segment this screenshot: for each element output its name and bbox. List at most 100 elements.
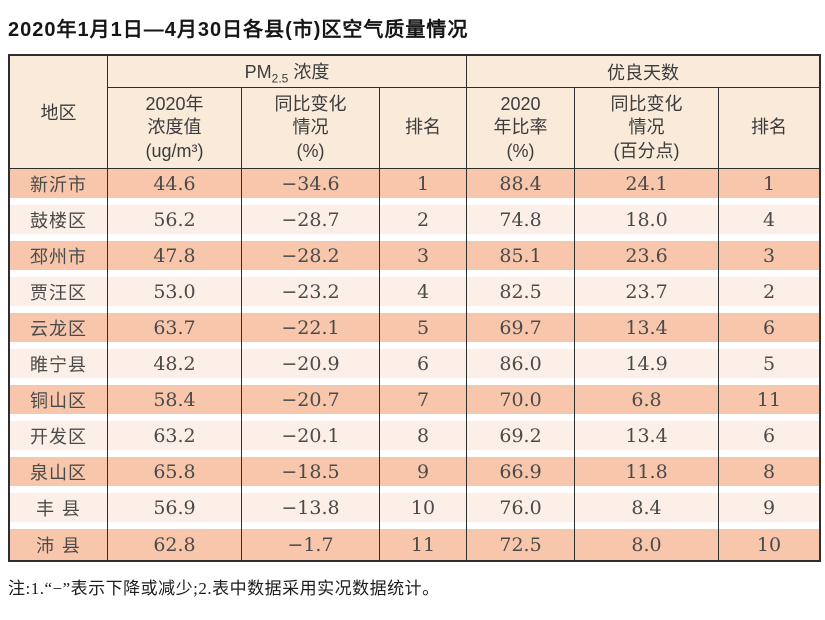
cell-pm-value: 63.2 [108, 421, 242, 457]
page-title: 2020年1月1日—4月30日各县(市)区空气质量情况 [8, 19, 469, 41]
cell-gd-rank: 6 [719, 313, 820, 349]
cell-pm-value: 56.9 [108, 493, 242, 529]
cell-gd-change: 13.4 [575, 313, 720, 349]
cell-gd-rank: 4 [719, 205, 820, 241]
header-good-days-group: 优良天数 [467, 56, 820, 88]
cell-pm-rank: 9 [380, 457, 468, 493]
cell-pm-rank: 7 [380, 385, 468, 421]
cell-pm-rank: 1 [380, 169, 468, 205]
table-row: 云龙区 63.7 −22.1 5 69.7 13.4 6 [10, 313, 820, 349]
cell-gd-rank: 3 [719, 241, 820, 277]
cell-gd-rate: 85.1 [467, 241, 576, 277]
cell-pm-change: −20.9 [242, 349, 380, 385]
cell-pm-value: 53.0 [108, 277, 242, 313]
cell-gd-change: 11.8 [575, 457, 720, 493]
cell-gd-change: 6.8 [575, 385, 720, 421]
cell-gd-rank: 2 [719, 277, 820, 313]
header-pm25-value: 2020年 浓度值 (ug/m³) [108, 88, 242, 169]
cell-pm-value: 47.8 [108, 241, 242, 277]
table-row: 邳州市 47.8 −28.2 3 85.1 23.6 3 [10, 241, 820, 277]
header-pm25-change: 同比变化 情况 (%) [242, 88, 380, 169]
header-pm25-rank: 排名 [380, 88, 468, 169]
table-row: 铜山区 58.4 −20.7 7 70.0 6.8 11 [10, 385, 820, 421]
pm25-label-prefix: PM [244, 61, 272, 82]
cell-pm-change: −1.7 [242, 529, 380, 560]
cell-pm-change: −20.1 [242, 421, 380, 457]
cell-gd-rate: 69.2 [467, 421, 576, 457]
table-row: 沛 县 62.8 −1.7 11 72.5 8.0 10 [10, 529, 820, 560]
cell-gd-rank: 6 [719, 421, 820, 457]
table-row: 贾汪区 53.0 −23.2 4 82.5 23.7 2 [10, 277, 820, 313]
cell-pm-change: −28.7 [242, 205, 380, 241]
cell-pm-rank: 3 [380, 241, 468, 277]
cell-gd-change: 18.0 [575, 205, 720, 241]
cell-gd-change: 8.0 [575, 529, 720, 560]
cell-gd-rank: 5 [719, 349, 820, 385]
cell-pm-change: −22.1 [242, 313, 380, 349]
cell-pm-value: 63.7 [108, 313, 242, 349]
cell-gd-rank: 1 [719, 169, 820, 205]
cell-pm-value: 48.2 [108, 349, 242, 385]
cell-gd-rank: 9 [719, 493, 820, 529]
cell-pm-value: 65.8 [108, 457, 242, 493]
cell-gd-change: 8.4 [575, 493, 720, 529]
cell-pm-value: 62.8 [108, 529, 242, 560]
cell-gd-change: 24.1 [575, 169, 720, 205]
cell-pm-rank: 6 [380, 349, 468, 385]
cell-pm-change: −18.5 [242, 457, 380, 493]
cell-region: 邳州市 [10, 241, 108, 277]
cell-gd-rate: 72.5 [467, 529, 576, 560]
header-gd-rank: 排名 [719, 88, 820, 169]
table-row: 丰 县 56.9 −13.8 10 76.0 8.4 9 [10, 493, 820, 529]
header-gd-rate: 2020 年比率 (%) [467, 88, 576, 169]
cell-region: 丰 县 [10, 493, 108, 529]
cell-pm-value: 58.4 [108, 385, 242, 421]
pm25-label-suffix: 浓度 [288, 61, 330, 82]
table-row: 鼓楼区 56.2 −28.7 2 74.8 18.0 4 [10, 205, 820, 241]
cell-pm-value: 56.2 [108, 205, 242, 241]
cell-region: 铜山区 [10, 385, 108, 421]
cell-gd-rate: 76.0 [467, 493, 576, 529]
cell-region: 泉山区 [10, 457, 108, 493]
cell-pm-rank: 10 [380, 493, 468, 529]
air-quality-table: 地区 PM2.5 浓度 优良天数 2020年 浓度值 (ug/m³) 同比变化 … [8, 54, 822, 562]
cell-pm-rank: 2 [380, 205, 468, 241]
table-row: 睢宁县 48.2 −20.9 6 86.0 14.9 5 [10, 349, 820, 385]
header-region: 地区 [10, 56, 108, 169]
cell-gd-change: 23.6 [575, 241, 720, 277]
cell-pm-change: −13.8 [242, 493, 380, 529]
header-pm25-group: PM2.5 浓度 [108, 56, 468, 88]
cell-region: 开发区 [10, 421, 108, 457]
cell-region: 贾汪区 [10, 277, 108, 313]
cell-gd-rate: 74.8 [467, 205, 576, 241]
cell-gd-change: 13.4 [575, 421, 720, 457]
cell-region: 鼓楼区 [10, 205, 108, 241]
cell-gd-rate: 82.5 [467, 277, 576, 313]
cell-gd-rank: 11 [719, 385, 820, 421]
cell-gd-rate: 66.9 [467, 457, 576, 493]
cell-gd-change: 14.9 [575, 349, 720, 385]
cell-gd-rate: 69.7 [467, 313, 576, 349]
cell-gd-rate: 86.0 [467, 349, 576, 385]
cell-gd-rate: 88.4 [467, 169, 576, 205]
cell-gd-change: 23.7 [575, 277, 720, 313]
cell-region: 沛 县 [10, 529, 108, 560]
cell-pm-change: −20.7 [242, 385, 380, 421]
cell-pm-change: −28.2 [242, 241, 380, 277]
cell-pm-rank: 11 [380, 529, 468, 560]
cell-gd-rank: 8 [719, 457, 820, 493]
cell-region: 睢宁县 [10, 349, 108, 385]
cell-pm-rank: 4 [380, 277, 468, 313]
cell-pm-change: −34.6 [242, 169, 380, 205]
cell-pm-change: −23.2 [242, 277, 380, 313]
cell-region: 云龙区 [10, 313, 108, 349]
cell-pm-value: 44.6 [108, 169, 242, 205]
cell-pm-rank: 5 [380, 313, 468, 349]
table-row: 新沂市 44.6 −34.6 1 88.4 24.1 1 [10, 169, 820, 205]
table-footnote: 注:1.“−”表示下降或减少;2.表中数据采用实况数据统计。 [8, 579, 440, 598]
cell-gd-rank: 10 [719, 529, 820, 560]
cell-gd-rate: 70.0 [467, 385, 576, 421]
header-gd-change: 同比变化 情况 (百分点) [575, 88, 720, 169]
cell-region: 新沂市 [10, 169, 108, 205]
table-row: 开发区 63.2 −20.1 8 69.2 13.4 6 [10, 421, 820, 457]
